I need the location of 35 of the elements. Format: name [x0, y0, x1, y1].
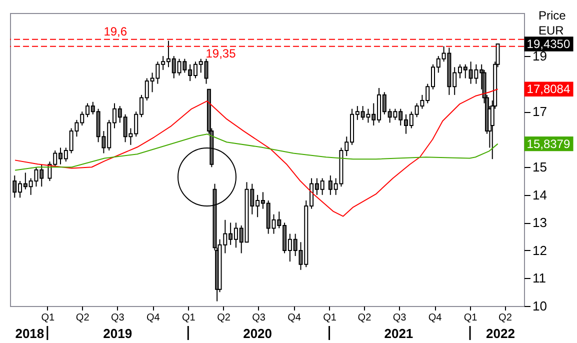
x2-tick-label: 2019 — [103, 326, 132, 341]
x2-tick-label: 2021 — [384, 326, 414, 341]
x-tick-label: Q4 — [146, 312, 160, 324]
y-tick-label: 17 — [532, 104, 547, 120]
x-tick-label: Q2 — [358, 312, 372, 324]
line-series — [14, 134, 498, 171]
y-tick-label: 10 — [532, 298, 547, 314]
y-tick-label: 11 — [532, 270, 546, 286]
annotation: 19,4350 — [526, 36, 570, 51]
x2-tick-label: 2022 — [486, 326, 515, 341]
ref-line-label: 19,6 — [104, 24, 128, 38]
annotation: 17,8084 — [526, 82, 570, 96]
annotation: 15,8379 — [526, 136, 570, 151]
x-tick-label: Q2 — [217, 312, 231, 324]
x-tick-label: Q4 — [288, 312, 302, 324]
y-tick-label: 13 — [532, 215, 547, 230]
x2-tick-label: 2018 — [15, 326, 44, 341]
y-tick-label: 14 — [532, 187, 547, 202]
x-tick-label: Q3 — [252, 312, 266, 324]
x-tick-label: Q1 — [41, 312, 56, 324]
x-tick-label: Q3 — [111, 312, 125, 324]
y-tick-label: 12 — [532, 242, 547, 258]
x-tick-label: Q2 — [76, 312, 90, 324]
x-tick-label: Q1 — [182, 312, 196, 324]
x-tick-label: Q1 — [323, 312, 337, 324]
line-series — [14, 88, 498, 217]
x2-tick-label: 2020 — [243, 326, 272, 341]
y-tick-label: 15 — [532, 160, 547, 175]
ref-line-label: 19,35 — [206, 46, 236, 60]
y-axis-title: Price EUR — [538, 8, 566, 38]
y-tick-label: 19 — [532, 48, 547, 64]
x-tick-label: Q3 — [392, 312, 407, 324]
x-tick-label: Q1 — [464, 312, 478, 324]
x-tick-label: Q2 — [498, 312, 512, 324]
x-tick-label: Q4 — [428, 312, 442, 324]
